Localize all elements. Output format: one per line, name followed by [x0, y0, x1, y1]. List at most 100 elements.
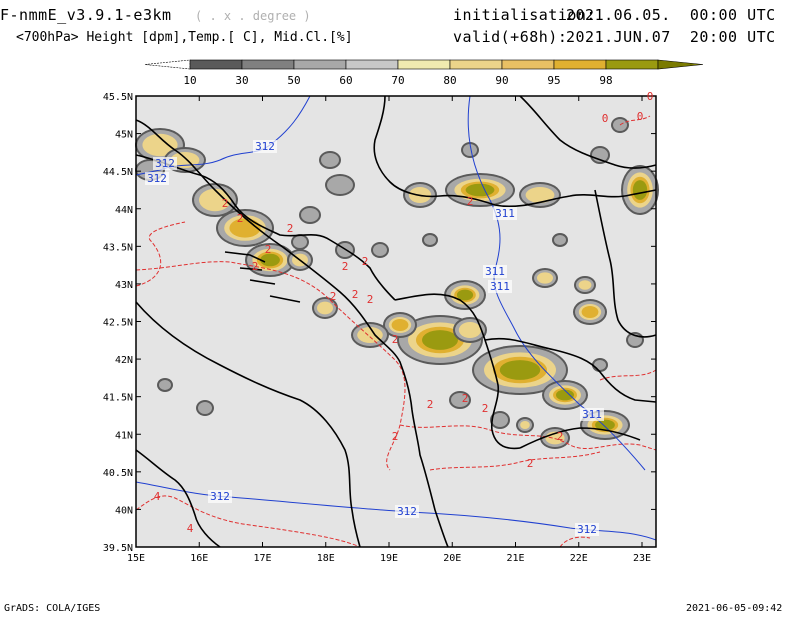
- footer-timestamp: 2021-06-05-09:42: [686, 603, 783, 614]
- cloud-patch: [520, 421, 530, 429]
- lon-label: 16E: [190, 553, 208, 564]
- cloud-patch: [492, 413, 508, 427]
- cloud-cover: [135, 117, 659, 449]
- cloud-patch: [260, 253, 280, 267]
- lon-label: 15E: [127, 553, 145, 564]
- cloud-patch: [142, 133, 178, 157]
- cloud-patch: [391, 319, 409, 331]
- lon-label: 20E: [443, 553, 461, 564]
- lat-label: 43.5N: [103, 242, 133, 253]
- lon-label: 17E: [253, 553, 271, 564]
- cloud-patch: [458, 322, 482, 338]
- cloud-patch: [293, 236, 307, 248]
- height-contour-label: 312: [155, 157, 175, 170]
- cloud-patch: [465, 183, 495, 197]
- lat-label: 45.5N: [103, 92, 133, 103]
- temperature-contour-label: 2: [367, 293, 374, 306]
- legend-tick-label: 10: [183, 74, 196, 87]
- cloud-patch: [594, 360, 606, 370]
- lat-label: 41.5N: [103, 393, 133, 404]
- height-contour-label: 311: [582, 408, 602, 421]
- cloud-patch: [525, 187, 555, 203]
- cloud-patch: [317, 301, 333, 315]
- lon-label: 22E: [570, 553, 588, 564]
- coastlines-borders: [135, 95, 657, 548]
- temperature-contour-label: 2: [252, 260, 259, 273]
- cloud-patch: [456, 289, 474, 301]
- legend-tick-label: 80: [443, 74, 456, 87]
- legend-tick-label: 30: [235, 74, 248, 87]
- temperature-contour-label: 2: [330, 290, 337, 303]
- cloud-patch: [301, 208, 319, 222]
- init-value: 2021.06.05. 00:00 UTC: [566, 6, 776, 24]
- legend-tick-label: 60: [339, 74, 352, 87]
- temperature-contour-label: 2: [237, 212, 244, 225]
- temperature-contour-label: 2: [427, 398, 434, 411]
- longitude-labels: 15E 16E 17E 18E 19E 20E 21E 22E 23E: [127, 553, 651, 564]
- colorbar-legend: 10 30 50 60 70 80 90 95 98: [144, 59, 704, 87]
- temperature-contour-label: 4: [187, 522, 194, 535]
- cloud-patch: [159, 380, 171, 390]
- cloud-patch: [499, 360, 541, 380]
- height-contour-label: 312: [397, 505, 417, 518]
- height-contour-label: 312: [255, 140, 275, 153]
- temperature-contour-label: 0: [637, 110, 644, 123]
- height-contour-label: 311: [490, 280, 510, 293]
- chart-subtitle: <700hPa> Height [dpm],Temp.[ C], Mid.Cl.…: [16, 30, 353, 45]
- cloud-patch: [578, 280, 592, 290]
- latitude-labels: 45.5N 45N 44.5N 44N 43.5N 43N 42.5N 42N 41.5N 41N…: [103, 92, 133, 554]
- temperature-contour-label: 2: [557, 430, 564, 443]
- legend-tick-label: 98: [599, 74, 612, 87]
- lon-label: 21E: [506, 553, 524, 564]
- lat-label: 41N: [115, 430, 133, 441]
- temperature-contour-label: 2: [222, 197, 229, 210]
- lon-label: 18E: [317, 553, 335, 564]
- lon-label: 19E: [380, 553, 398, 564]
- cloud-patch: [632, 180, 648, 200]
- lat-label: 44.5N: [103, 167, 133, 178]
- cloud-patch: [373, 244, 387, 256]
- lat-label: 45N: [115, 130, 133, 141]
- lat-label: 43N: [115, 280, 133, 291]
- temperature-contour-label: 2: [482, 402, 489, 415]
- temperature-contour-label: 2: [265, 243, 272, 256]
- height-contour-label: 312: [147, 172, 167, 185]
- cloud-patch: [451, 393, 469, 407]
- temperature-contour-label: 2: [462, 392, 469, 405]
- legend-tick-label: 70: [391, 74, 404, 87]
- cloud-patch: [321, 153, 339, 167]
- valid-label: valid(+68h):: [453, 28, 568, 46]
- temperature-contour-label: 2: [467, 195, 474, 208]
- lat-label: 39.5N: [103, 543, 133, 554]
- temperature-contour-label: 2: [362, 255, 369, 268]
- model-name: F-nmmE_v3.9.1-e3km: [0, 6, 172, 24]
- temperature-contour-label: 2: [392, 430, 399, 443]
- legend-tick-label: 95: [547, 74, 560, 87]
- legend-tick-label: 90: [495, 74, 508, 87]
- height-contour-label: 312: [577, 523, 597, 536]
- height-contour-labels: 312 312 312 311 311 311 311 312 312 312: [145, 140, 604, 536]
- cloud-patch: [170, 152, 200, 168]
- init-label: initialisation:: [453, 6, 596, 24]
- temperature-contour-label: 2: [287, 222, 294, 235]
- cloud-patch: [537, 272, 553, 284]
- lat-label: 42.5N: [103, 318, 133, 329]
- legend-tick-label: 50: [287, 74, 300, 87]
- cloud-patch: [422, 330, 458, 350]
- cloud-patch: [556, 389, 574, 401]
- cloud-patch: [229, 218, 261, 238]
- cloud-patch: [327, 176, 353, 194]
- axis-ticks: [135, 95, 656, 548]
- cloud-patch: [424, 235, 436, 245]
- valid-value: 2021.JUN.07 20:00 UTC: [566, 28, 776, 46]
- lon-label: 23E: [633, 553, 651, 564]
- lat-label: 44N: [115, 205, 133, 216]
- temperature-contour-label: 2: [342, 260, 349, 273]
- grid-resolution: ( . x . degree ): [195, 9, 311, 23]
- height-contour-label: 312: [210, 490, 230, 503]
- temperature-contour-label: 2: [392, 333, 399, 346]
- temperature-contour-label: 4: [154, 490, 161, 503]
- temperature-contours: [135, 115, 657, 548]
